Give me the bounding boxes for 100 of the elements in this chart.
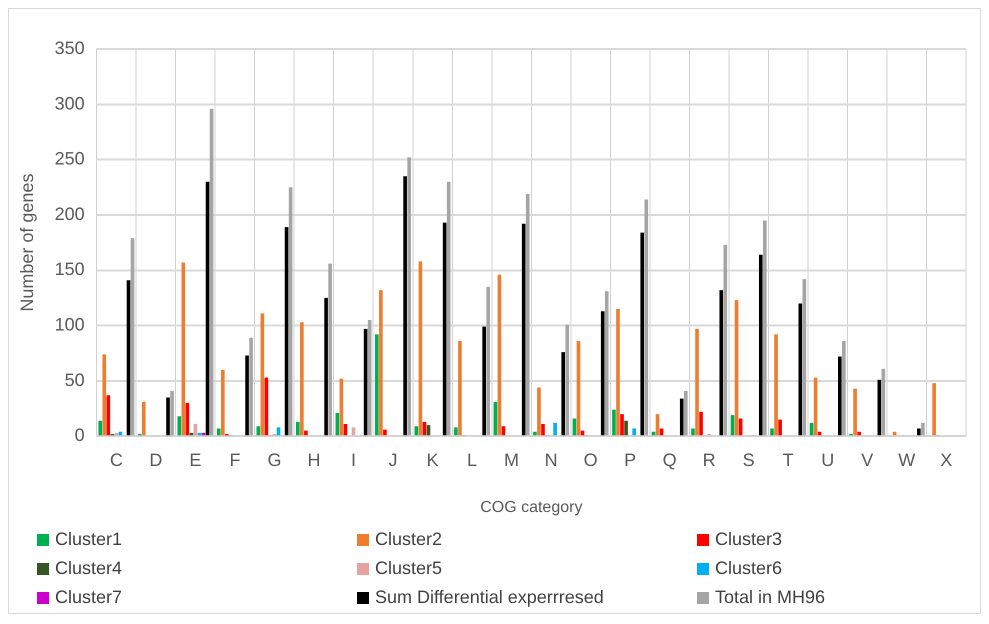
bar — [778, 420, 782, 436]
bar — [624, 420, 628, 436]
bar — [426, 425, 430, 436]
x-tick-label: W — [898, 450, 916, 470]
bar — [612, 410, 616, 436]
bar — [719, 290, 724, 436]
bar — [194, 424, 198, 436]
bar — [328, 264, 332, 436]
bar — [522, 224, 526, 436]
bar — [458, 341, 462, 436]
bar — [170, 390, 174, 436]
legend-label: Cluster6 — [715, 558, 782, 579]
bar — [454, 427, 458, 436]
bar — [644, 199, 648, 436]
x-tick-label: Q — [662, 450, 677, 470]
x-tick-label: S — [742, 450, 755, 470]
legend-label: Cluster7 — [55, 587, 122, 608]
bar — [734, 300, 738, 436]
bar — [494, 402, 498, 436]
bar — [695, 328, 699, 436]
bar — [526, 194, 530, 436]
legend-label: Cluster2 — [375, 529, 442, 550]
x-tick-label: F — [229, 450, 240, 470]
bar — [364, 328, 368, 436]
y-axis-title: Number of genes — [16, 174, 37, 312]
bar — [921, 422, 925, 436]
y-tick-label: 350 — [54, 38, 85, 58]
bar — [256, 426, 260, 436]
x-tick-label: H — [307, 450, 320, 470]
bar — [917, 428, 921, 436]
bar — [407, 157, 411, 436]
bar — [842, 341, 846, 436]
y-tick-label: 150 — [54, 259, 85, 280]
bar — [304, 430, 308, 436]
bar — [276, 427, 280, 436]
bar — [882, 368, 886, 436]
bar — [652, 432, 656, 436]
bar — [632, 428, 636, 436]
bar — [853, 388, 857, 436]
y-tick-label: 100 — [54, 314, 85, 335]
bar — [770, 428, 774, 436]
bar — [565, 324, 570, 436]
x-tick-label: L — [467, 450, 478, 470]
bar — [576, 341, 580, 436]
y-tick-label: 50 — [64, 370, 85, 390]
bar — [640, 232, 644, 436]
y-tick-label: 0 — [74, 425, 85, 446]
y-tick-label: 250 — [54, 148, 85, 169]
bar — [680, 398, 684, 436]
bar — [656, 414, 660, 436]
legend-label: Cluster4 — [55, 558, 122, 579]
x-tick-label: N — [544, 450, 558, 470]
x-tick-label: C — [110, 450, 123, 470]
bar — [446, 182, 450, 436]
x-tick-label: E — [189, 450, 202, 470]
x-tick-label: U — [821, 450, 834, 470]
legend-label: Cluster1 — [55, 529, 122, 550]
bar — [730, 415, 734, 436]
x-tick-label: V — [861, 450, 874, 470]
bar — [206, 182, 210, 436]
x-tick-label: J — [388, 450, 398, 470]
bar — [810, 422, 814, 436]
bar — [814, 378, 818, 436]
bar — [414, 426, 418, 436]
bar — [102, 354, 106, 436]
x-tick-label: R — [702, 450, 716, 470]
bar — [758, 254, 763, 436]
x-tick-label: K — [426, 450, 439, 470]
bar — [221, 370, 225, 436]
bar — [130, 238, 134, 436]
bar — [383, 430, 387, 436]
x-tick-label: O — [584, 450, 598, 470]
bar — [418, 261, 422, 436]
bar — [620, 414, 624, 436]
bar — [660, 428, 664, 436]
bar — [260, 313, 264, 436]
x-tick-label: M — [504, 450, 520, 470]
bar — [403, 176, 407, 436]
bar — [340, 378, 344, 436]
bar — [324, 298, 328, 436]
y-tick-label: 200 — [54, 204, 85, 224]
bar — [300, 322, 304, 436]
bar — [245, 355, 249, 436]
x-axis-title: COG category — [480, 498, 582, 516]
bar — [684, 390, 688, 436]
bar — [202, 432, 206, 436]
bar — [482, 326, 486, 436]
bar — [932, 383, 936, 436]
bar — [738, 418, 742, 436]
bar — [699, 412, 703, 436]
bar — [553, 422, 557, 436]
bar — [774, 334, 778, 436]
bar — [368, 320, 372, 436]
bar — [723, 244, 728, 436]
bar — [284, 227, 288, 436]
legend-label: Sum Differential experrresed — [375, 587, 604, 608]
bar — [198, 432, 202, 436]
bar — [878, 380, 882, 436]
bar — [838, 356, 842, 436]
x-tick-label: P — [624, 450, 636, 470]
